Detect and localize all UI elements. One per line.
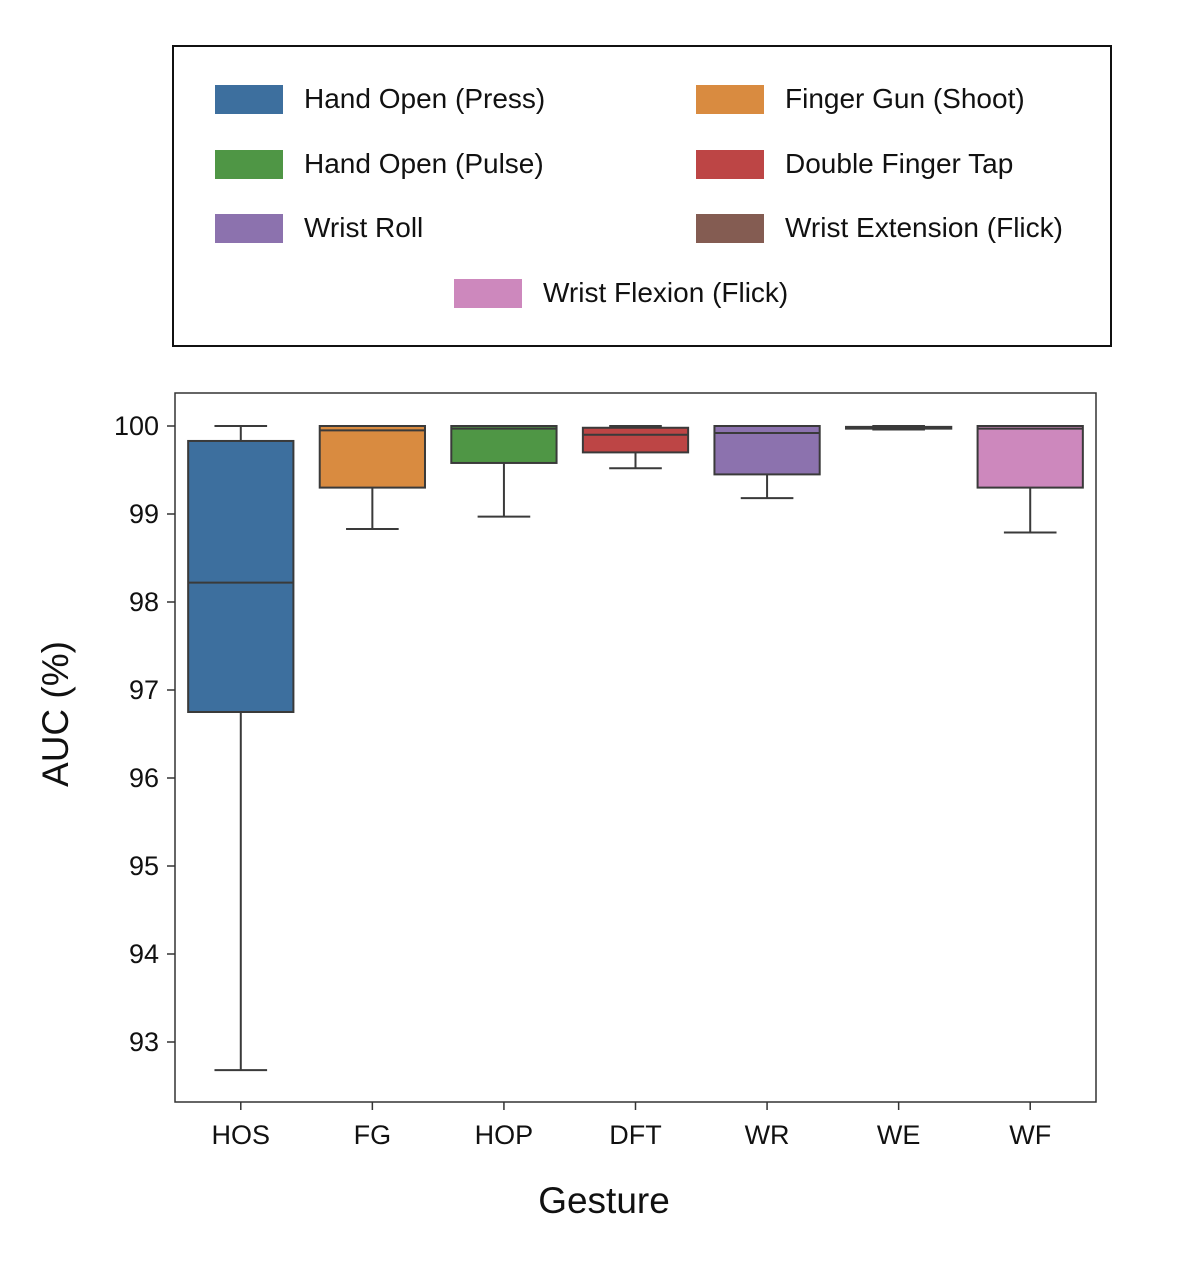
x-tick-label: WF [1009,1120,1051,1150]
y-tick-label: 95 [129,851,159,881]
legend-label: Wrist Extension (Flick) [785,212,1063,243]
legend-swatch [696,84,764,114]
box-dft [581,425,690,470]
box-body [187,439,295,713]
legend-label: Hand Open (Press) [304,83,546,114]
legend-label: Wrist Roll [304,212,424,243]
legend-item-double-finger-tap: Double Finger Tap [696,144,1013,184]
boxes [187,425,1084,1072]
legend-swatch [696,149,764,179]
box-hos [187,425,295,1072]
box-wr [713,425,821,500]
legend-label: Hand Open (Pulse) [304,148,544,179]
legend-item-hand-open-pulse: Hand Open (Pulse) [215,144,544,184]
x-tick-label: DFT [609,1120,661,1150]
legend-swatch [696,213,764,243]
legend-swatch [454,278,522,308]
legend-item-wrist-roll: Wrist Roll [215,208,423,248]
legend-item-hand-open-press: Hand Open (Press) [215,79,545,119]
x-axis-title: Gesture [538,1180,670,1221]
legend-swatch [215,213,283,243]
box-body [450,425,558,464]
x-tick-label: WR [745,1120,790,1150]
box-body [318,425,426,489]
legend-item-finger-gun-shoot: Finger Gun (Shoot) [696,79,1025,119]
box-fg [318,425,426,530]
y-tick-label: 96 [129,763,159,793]
plot-area [174,392,1097,1103]
y-tick-label: 98 [129,587,159,617]
legend-label: Wrist Flexion (Flick) [543,277,789,308]
box-body [581,426,690,454]
y-axis: 93 94 95 96 97 98 99 100 [114,411,175,1057]
legend-item-wrist-extension-flick: Wrist Extension (Flick) [696,208,1063,248]
box-wf [976,425,1084,534]
y-axis-title: AUC (%) [35,641,76,787]
box-body [976,425,1084,489]
legend-label: Double Finger Tap [785,148,1014,179]
x-tick-label: HOP [475,1120,534,1150]
y-tick-label: 99 [129,499,159,529]
y-tick-label: 94 [129,939,159,969]
x-tick-label: FG [354,1120,392,1150]
y-tick-label: 97 [129,675,159,705]
legend-item-wrist-flexion-flick: Wrist Flexion (Flick) [454,273,788,313]
legend-label: Finger Gun (Shoot) [785,83,1025,114]
box-we [845,425,953,431]
x-tick-label: WE [877,1120,921,1150]
legend-swatch [215,149,283,179]
y-tick-label: 93 [129,1027,159,1057]
box-body [713,425,821,476]
legend: Hand Open (Press) Finger Gun (Shoot) Han… [172,45,1112,347]
x-tick-label: HOS [212,1120,271,1150]
legend-swatch [215,84,283,114]
y-tick-label: 100 [114,411,159,441]
x-axis: HOS FG HOP DFT WR WE WF [212,1102,1051,1150]
box-hop [450,425,558,518]
